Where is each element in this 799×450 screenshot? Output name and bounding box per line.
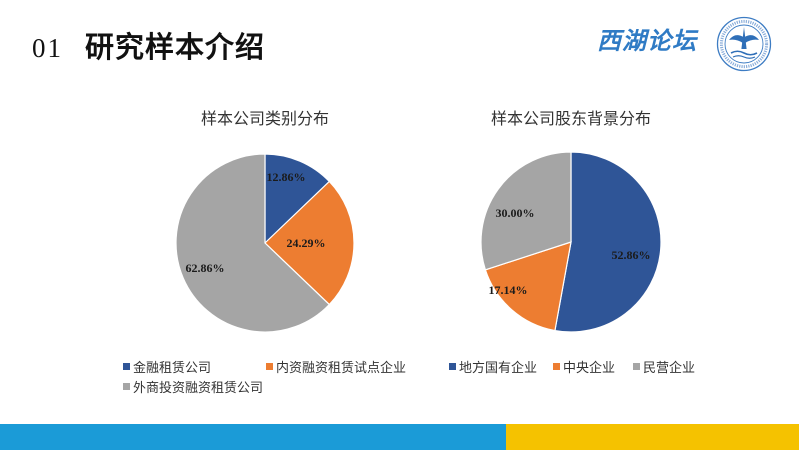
legend-swatch (123, 382, 130, 390)
shareholder-pie-slice-1 (554, 151, 662, 333)
legend-swatch (553, 362, 560, 370)
brand-logo-text: 西湖论坛 (597, 26, 697, 55)
forum-emblem-icon (716, 16, 772, 72)
shareholder-pie-slice-3 (480, 151, 572, 271)
shareholder-pie-data-label-1: 52.86% (612, 248, 651, 262)
category-pie-data-label-1: 12.86% (267, 170, 306, 184)
category-pie-chart: 12.86% 24.29% 62.86% (175, 153, 355, 333)
legend-label: 金融租赁公司 (133, 359, 212, 375)
shareholder-pie-data-label-2: 17.14% (489, 283, 528, 297)
footer-bar-blue (0, 424, 506, 450)
legend-swatch (266, 362, 273, 370)
legend-item-financial-leasing-company: 金融租赁公司 (123, 357, 211, 375)
legend-item-private-enterprise: 民营企业 (633, 357, 695, 375)
footer-bar-yellow (506, 424, 799, 450)
legend-item-foreign-leasing-company: 外商投资融资租赁公司 (123, 377, 263, 395)
legend-swatch (123, 362, 130, 370)
legend-swatch (449, 362, 456, 370)
legend-label: 民营企业 (643, 359, 696, 375)
page-title: 研究样本介绍 (85, 32, 266, 64)
legend-label: 中央企业 (563, 359, 616, 375)
category-pie-slice-1 (264, 153, 331, 245)
category-pie-data-label-3: 62.86% (186, 261, 225, 275)
legend-label: 内资融资租赁试点企业 (276, 359, 407, 375)
category-pie-slice-2 (264, 180, 355, 306)
legend-item-local-state-owned: 地方国有企业 (449, 357, 537, 375)
legend-label: 地方国有企业 (459, 359, 538, 375)
legend-swatch (633, 362, 640, 370)
shareholder-pie-chart: 52.86% 17.14% 30.00% (480, 151, 662, 333)
category-chart-title: 样本公司类别分布 (200, 111, 329, 128)
section-number: 01 (32, 33, 63, 63)
legend-item-central-enterprise: 中央企业 (553, 357, 615, 375)
legend-item-domestic-leasing-pilot: 内资融资租赁试点企业 (266, 357, 406, 375)
category-pie-data-label-2: 24.29% (287, 236, 326, 250)
shareholder-chart-title: 样本公司股东背景分布 (490, 111, 651, 128)
legend-label: 外商投资融资租赁公司 (133, 379, 264, 395)
category-pie-slice-3 (175, 153, 331, 333)
shareholder-pie-slice-2 (484, 241, 572, 332)
shareholder-pie-data-label-3: 30.00% (496, 206, 535, 220)
